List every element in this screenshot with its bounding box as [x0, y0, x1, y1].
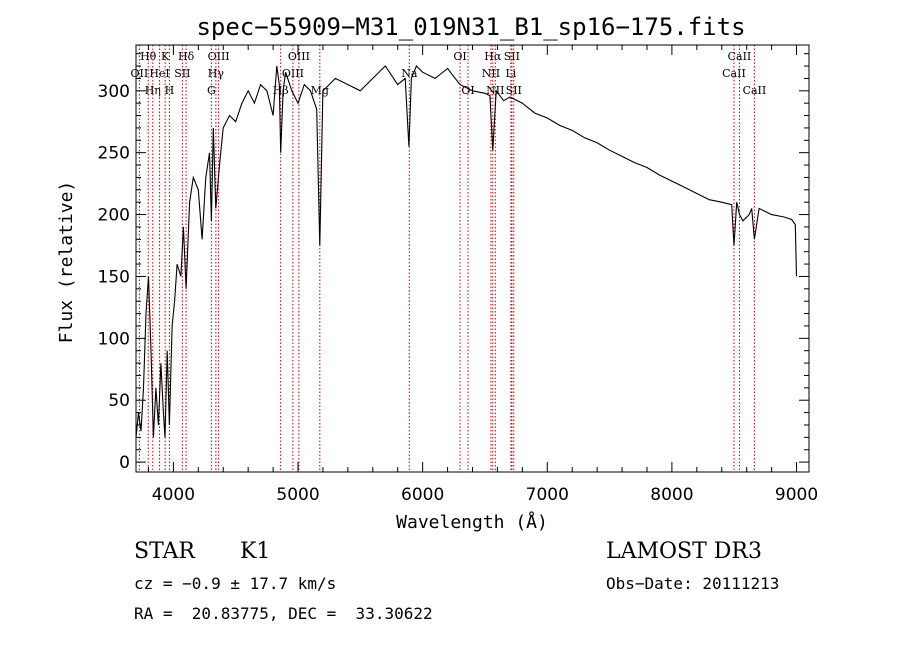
- line-label-1: Hθ: [140, 50, 157, 63]
- line-label-5: H: [165, 84, 175, 97]
- x-tick-label-3: 7000: [526, 485, 569, 505]
- line-label-24: CaII: [722, 67, 746, 80]
- y-tick-label-4: 200: [98, 206, 130, 226]
- line-label-18: NII: [482, 67, 500, 80]
- line-label-10: OIII: [208, 50, 230, 63]
- line-label-7: Hδ: [178, 50, 195, 63]
- y-axis: 0 50 100 150 200 250 300: [98, 53, 809, 473]
- line-label-16: OI: [453, 50, 466, 63]
- line-label-23: SII: [506, 84, 522, 97]
- spectrum-series-line: [135, 65, 798, 438]
- obs-date: Obs−Date: 20111213: [606, 574, 780, 593]
- object-class: STAR: [134, 539, 195, 564]
- x-tick-label-5: 9000: [775, 485, 818, 505]
- line-label-8: G: [207, 84, 216, 97]
- x-tick-label-0: 4000: [152, 485, 195, 505]
- y-tick-label-1: 50: [108, 391, 130, 411]
- line-label-22: SII: [504, 50, 520, 63]
- y-tick-label-0: 0: [119, 453, 130, 473]
- chart-title: spec−55909−M31_019N31_B1_sp16−175.fits: [196, 13, 745, 41]
- x-axis: 4000 5000 6000 7000 8000 9000: [147, 45, 818, 505]
- y-tick-label-2: 100: [98, 329, 130, 349]
- coordinates-readout: RA = 20.83775, DEC = 33.30622: [134, 604, 433, 623]
- line-label-9: Hγ: [208, 67, 225, 80]
- line-label-19: Hα: [484, 50, 502, 63]
- line-label-11: Hβ: [273, 84, 289, 97]
- line-label-4: K: [161, 50, 170, 63]
- y-axis-title: Flux (relative): [56, 181, 77, 344]
- line-label-25: CaII: [728, 50, 752, 63]
- line-label-2: Hη: [145, 84, 161, 97]
- plot-frame: [135, 44, 810, 473]
- line-label-6: SII: [174, 67, 190, 80]
- line-label-3: HeI: [149, 67, 169, 80]
- y-tick-label-5: 250: [98, 144, 130, 164]
- y-tick-label-3: 150: [98, 267, 130, 287]
- x-tick-label-2: 6000: [401, 485, 444, 505]
- line-label-20: NII: [486, 84, 504, 97]
- object-subclass: K1: [240, 539, 271, 564]
- x-tick-label-1: 5000: [276, 485, 319, 505]
- line-label-14: Mg: [311, 84, 329, 97]
- x-tick-label-4: 8000: [650, 485, 693, 505]
- x-axis-title: Wavelength (Å): [396, 511, 548, 533]
- spectral-line-markers: OIIHθHηHeIKHSIIHδGHγOIIIHβOIIIOIIIMgNaOI…: [131, 45, 767, 472]
- line-label-0: OII: [131, 67, 149, 80]
- line-label-26: CaII: [743, 84, 767, 97]
- line-label-15: Na: [401, 67, 418, 80]
- survey-name: LAMOST DR3: [606, 539, 762, 564]
- line-label-21: Li: [505, 67, 516, 80]
- line-label-13: OIII: [288, 50, 310, 63]
- y-tick-label-6: 300: [98, 82, 130, 102]
- redshift-readout: cz = −0.9 ± 17.7 km/s: [134, 574, 337, 593]
